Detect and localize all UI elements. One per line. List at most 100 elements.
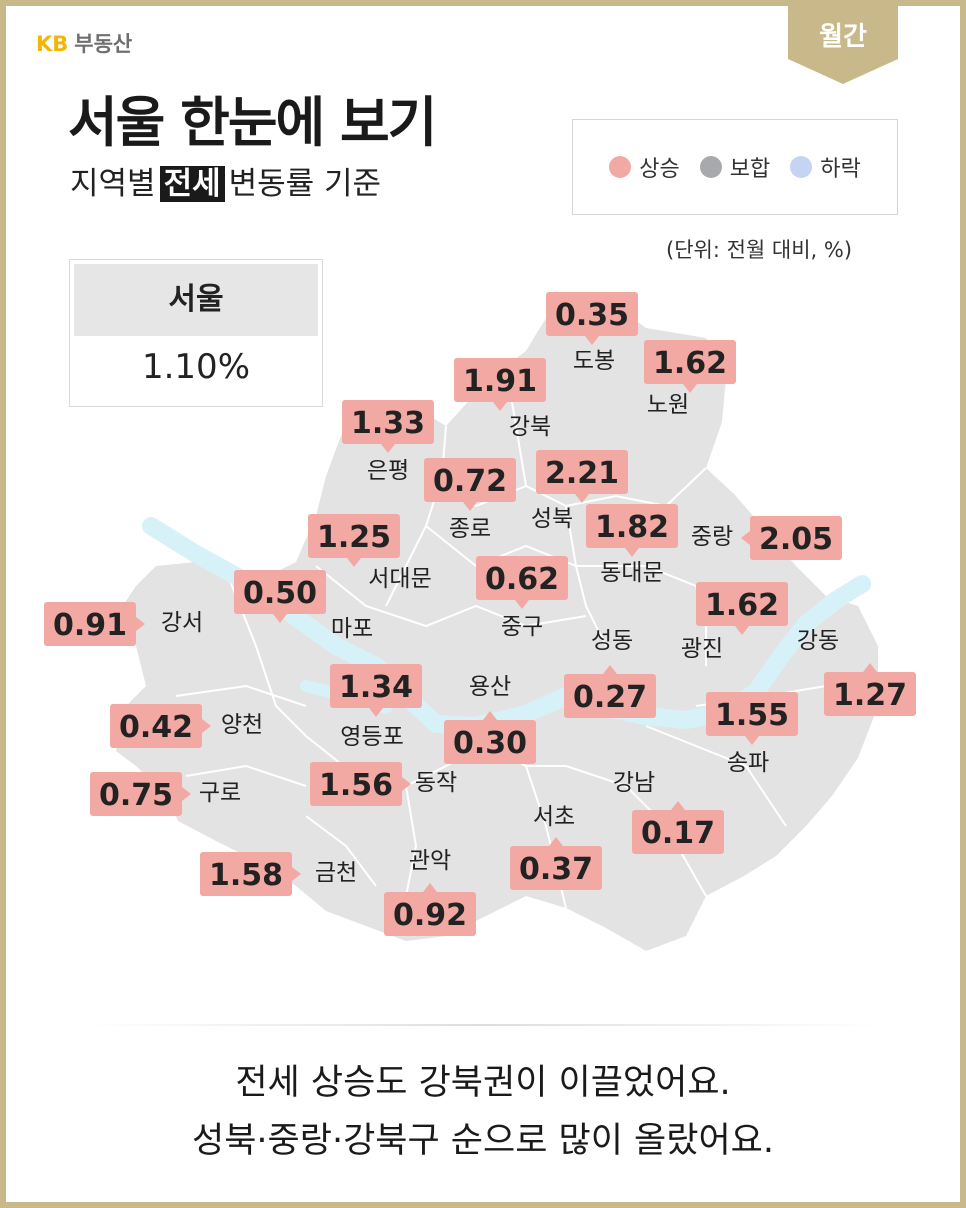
value-label-pointer <box>515 600 529 609</box>
district-marker-동작: 1.56 동작 <box>310 762 457 806</box>
unit-note: (단위: 전월 대비, %) <box>666 238 853 262</box>
district-value: 0.42 <box>119 710 193 745</box>
district-marker-강북: 1.91 강북 <box>454 358 551 440</box>
legend-dot-fall <box>790 156 813 178</box>
district-marker-구로: 0.75 구로 <box>90 772 241 816</box>
value-label-box <box>342 400 434 444</box>
value-label-box <box>586 504 678 548</box>
district-value: 0.91 <box>53 608 127 643</box>
value-label-box <box>564 674 656 718</box>
district-name: 종로 <box>449 516 491 542</box>
district-name: 양천 <box>221 712 263 738</box>
value-label-box <box>536 450 628 494</box>
district-value: 0.37 <box>519 852 593 887</box>
value-label-pointer <box>625 548 639 557</box>
district-marker-서대문: 1.25 서대문 <box>308 514 432 592</box>
subtitle-highlight: 전세 <box>159 166 225 202</box>
district-value: 1.27 <box>833 678 907 713</box>
district-value: 0.30 <box>453 726 527 761</box>
district-markers: 0.35 도봉 1.62 노원 1.91 강북 1.33 은평 0.72 종로 2.21 성북 2.05… <box>44 292 916 936</box>
district-name: 동대문 <box>600 560 663 586</box>
district-name: 송파 <box>727 750 769 776</box>
value-label-box <box>706 692 798 736</box>
footer-caption: 전세 상승도 강북권이 이끌었어요. 성북·중랑·강북구 순으로 많이 올랐어요… <box>6 1054 960 1170</box>
value-label-pointer <box>381 444 395 453</box>
district-name: 강남 <box>613 770 655 796</box>
summary-value: 1.10% <box>141 347 250 387</box>
value-label-box <box>234 570 326 614</box>
brand-logo: KB 부동산 <box>36 28 132 58</box>
value-label-pointer <box>863 663 877 672</box>
subtitle-after: 변동률 기준 <box>228 166 382 202</box>
district-value: 1.25 <box>317 520 391 555</box>
district-value: 1.58 <box>209 858 283 893</box>
value-label-pointer <box>745 736 759 745</box>
page-title: 서울 한눈에 보기 <box>68 91 437 154</box>
value-label-box <box>90 772 182 816</box>
district-marker-중구: 0.62 중구 <box>476 556 568 640</box>
district-value: 2.05 <box>759 522 833 557</box>
value-label-box <box>200 852 292 896</box>
district-marker-종로: 0.72 종로 <box>424 458 516 542</box>
value-label-box <box>476 556 568 600</box>
district-value: 0.92 <box>393 898 467 933</box>
district-marker-강남: 0.17 강남 <box>613 770 724 854</box>
legend-label: 보합 <box>729 157 771 182</box>
district-value: 1.33 <box>351 406 425 441</box>
subtitle-before: 지역별 <box>70 166 156 202</box>
seoul-district-map: 0.35 도봉 1.62 노원 1.91 강북 1.33 은평 0.72 종로 2.21 성북 2.05… <box>44 292 916 951</box>
map-legend: 상승 보합 하락 <box>572 119 898 215</box>
district-value: 1.55 <box>715 698 789 733</box>
district-name: 용산 <box>469 674 511 700</box>
value-label-box <box>44 602 136 646</box>
district-name: 성동 <box>591 628 633 654</box>
district-name: 도봉 <box>573 348 615 374</box>
value-label-box <box>110 704 202 748</box>
district-name: 마포 <box>331 616 373 642</box>
district-marker-강동: 1.27 강동 <box>797 628 916 716</box>
district-value: 0.50 <box>243 576 317 611</box>
value-label-pointer <box>182 787 191 801</box>
legend-item-rise: 상승 <box>609 151 680 183</box>
infographic-card: KB 부동산 월간 서울 한눈에 보기 지역별 전세 변동률 기준 상승 보합 하락 … <box>6 6 960 1202</box>
value-label-box <box>644 340 736 384</box>
value-label-pointer <box>549 837 563 846</box>
legend-label: 상승 <box>639 157 680 182</box>
district-name: 서대문 <box>368 566 431 592</box>
divider <box>86 1024 880 1026</box>
district-marker-용산: 0.30 용산 <box>444 674 536 764</box>
district-marker-마포: 0.50 마포 <box>234 570 373 642</box>
value-label-pointer <box>683 384 697 393</box>
district-value: 1.34 <box>339 670 413 705</box>
value-label-pointer <box>273 614 287 623</box>
district-name: 은평 <box>367 458 409 484</box>
legend-item-flat: 보합 <box>699 151 771 183</box>
district-marker-양천: 0.42 양천 <box>110 704 263 748</box>
value-label-box <box>824 672 916 716</box>
value-label-box <box>424 458 516 502</box>
value-label-box <box>632 810 724 854</box>
value-label-box <box>510 846 602 890</box>
district-marker-서초: 0.37 서초 <box>510 804 602 890</box>
district-value: 0.75 <box>99 778 173 813</box>
district-marker-중랑: 2.05 중랑 <box>691 516 842 560</box>
district-name: 성북 <box>531 506 573 532</box>
footer-line-1: 전세 상승도 강북권이 이끌었어요. <box>235 1063 731 1103</box>
district-value: 1.62 <box>653 346 727 381</box>
value-label-box <box>454 358 546 402</box>
district-name: 금천 <box>315 860 357 886</box>
district-value: 1.56 <box>319 768 393 803</box>
legend-label: 하락 <box>820 157 861 182</box>
value-label-pointer <box>603 665 617 674</box>
district-marker-송파: 1.55 송파 <box>706 692 798 776</box>
value-label-box <box>696 582 788 626</box>
district-value: 2.21 <box>545 456 619 491</box>
district-marker-도봉: 0.35 도봉 <box>546 292 638 374</box>
legend-item-fall: 하락 <box>790 151 861 183</box>
value-label-pointer <box>735 626 749 635</box>
value-label-box <box>384 892 476 936</box>
summary-region: 서울 <box>74 264 318 336</box>
district-name: 중랑 <box>691 524 733 550</box>
district-marker-영등포: 1.34 영등포 <box>330 664 422 750</box>
district-marker-노원: 1.62 노원 <box>644 340 736 418</box>
